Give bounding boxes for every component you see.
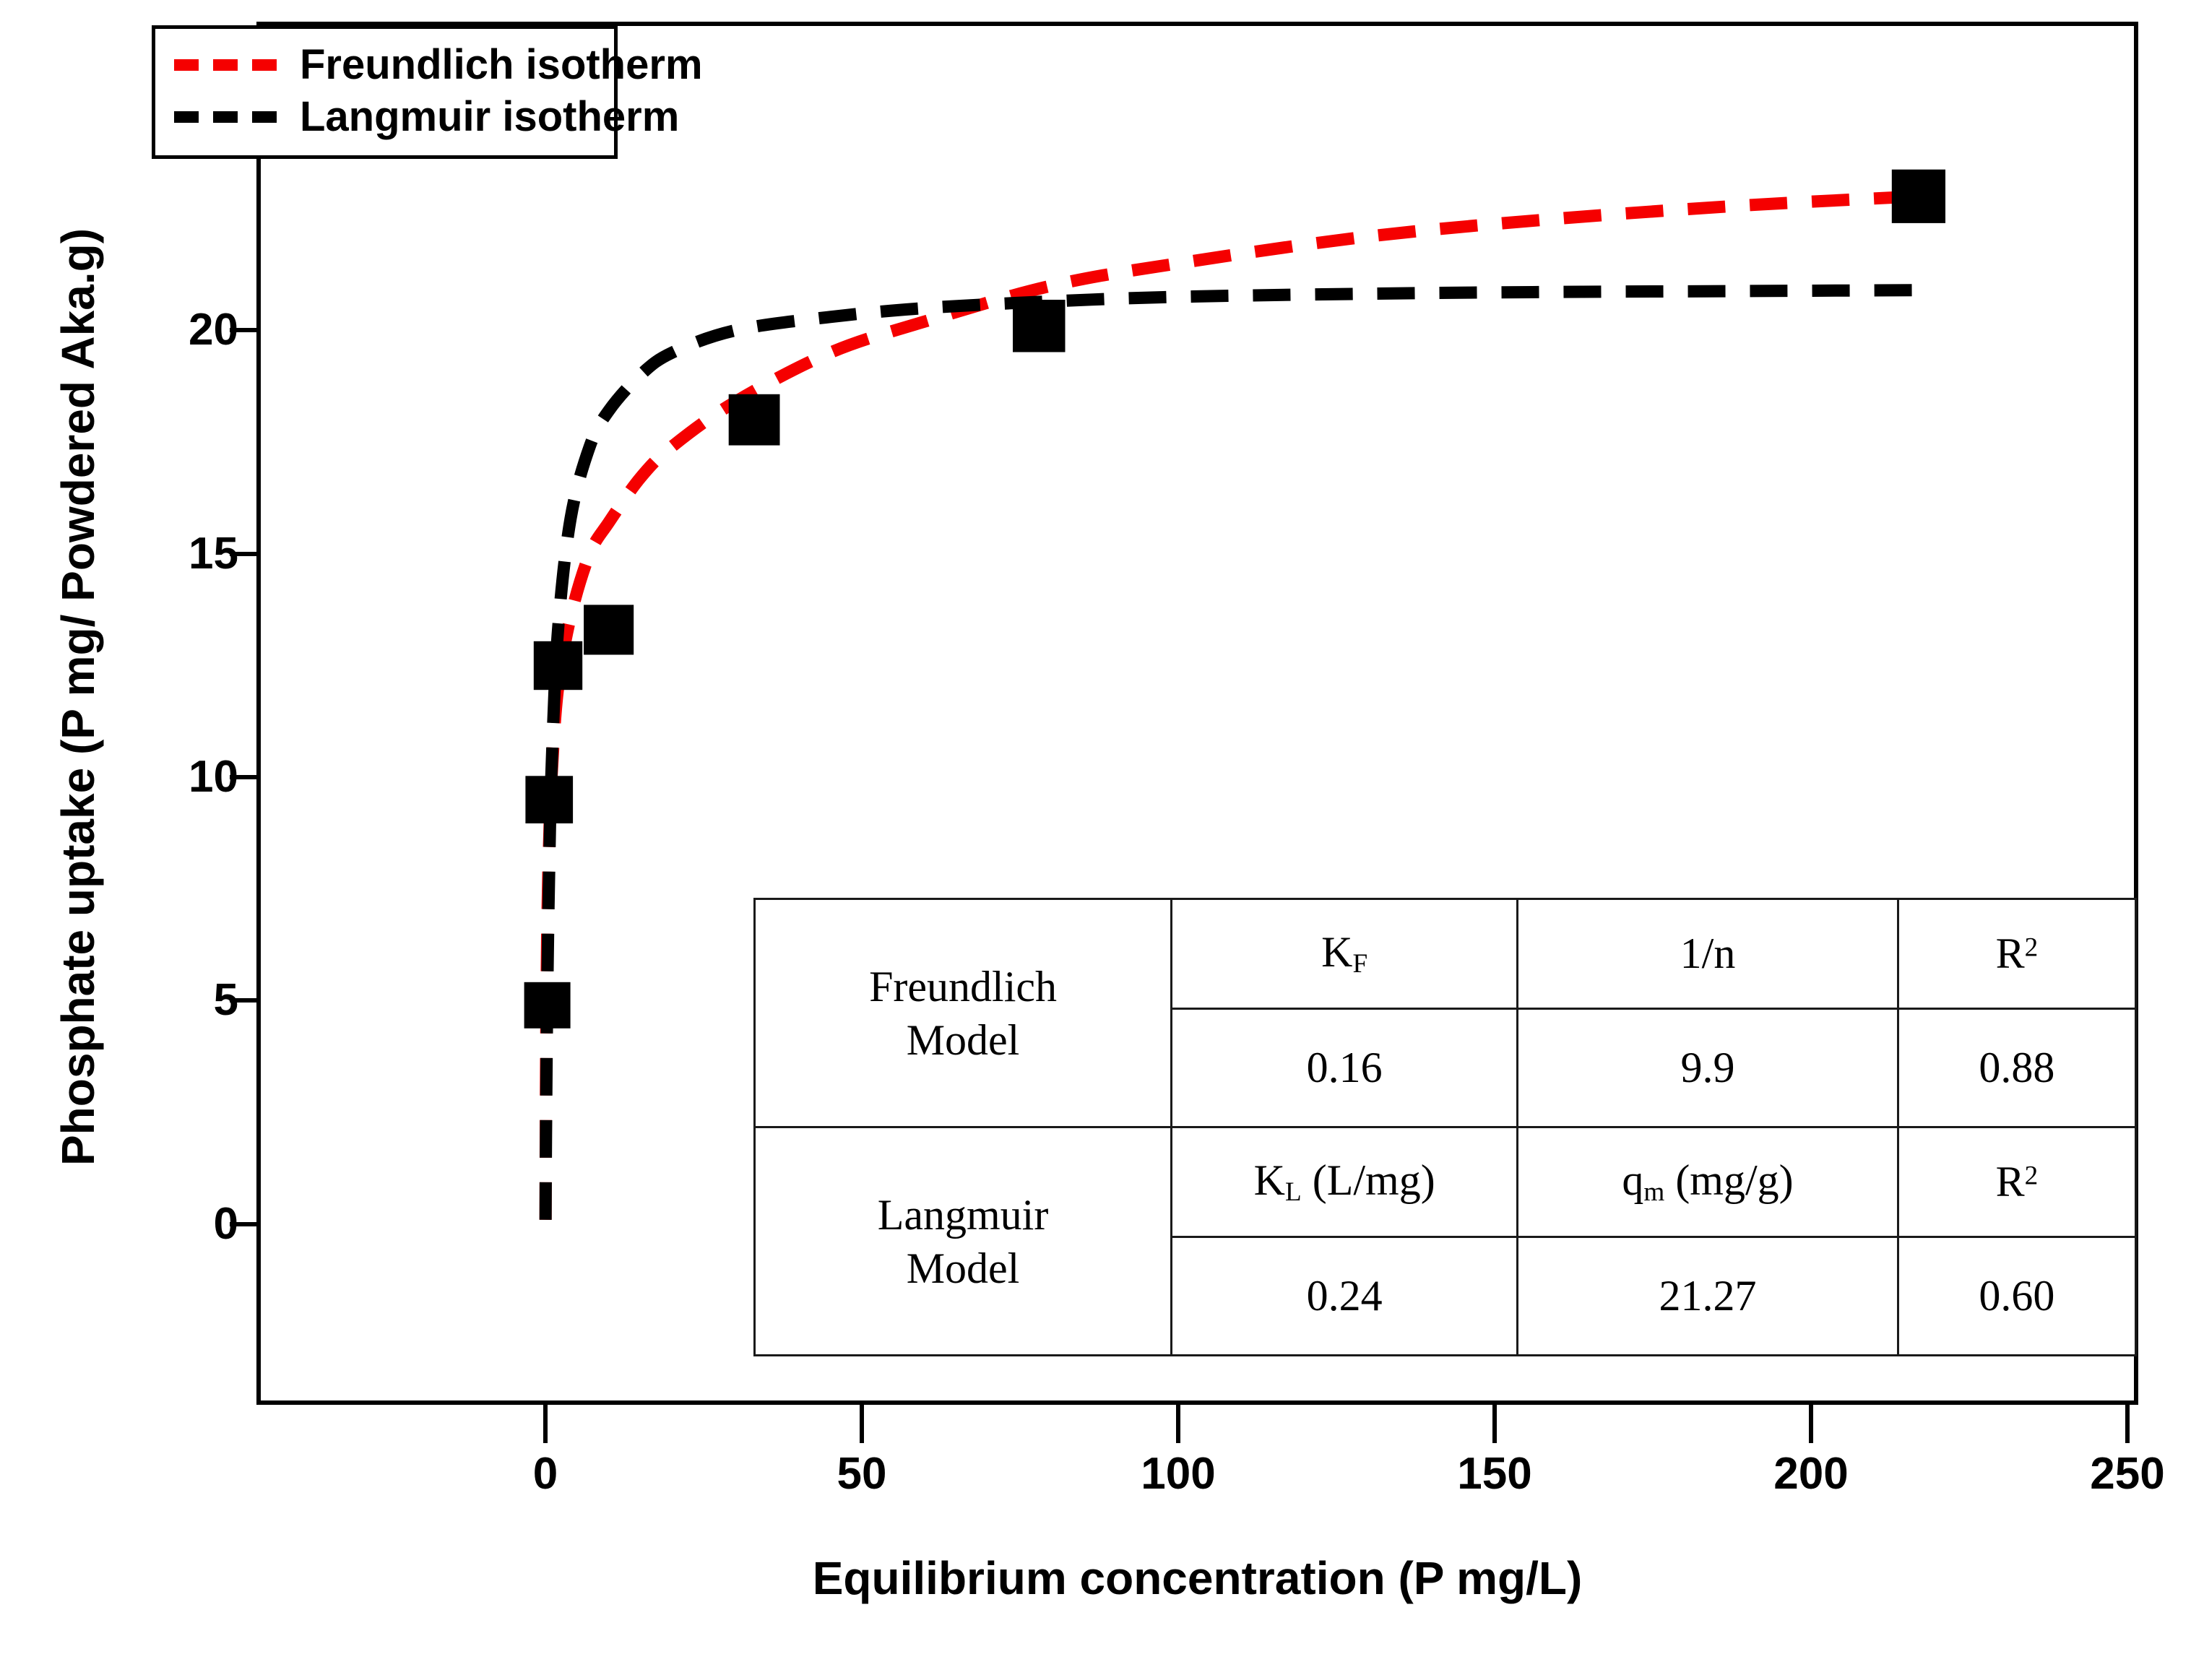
cell-value-oneovern: 9.9 xyxy=(1516,1008,1899,1128)
model-parameters-table: Freundlich Model KF 1/n R2 0.16 9.9 0.88… xyxy=(753,898,2138,1356)
superscript-2: 2 xyxy=(2024,1161,2039,1191)
legend-item-freundlich[interactable]: Freundlich isotherm xyxy=(155,39,703,91)
subscript-m: m xyxy=(1643,1177,1665,1208)
model-name-line2: Model xyxy=(906,1244,1020,1292)
cell-header-oneovern: 1/n xyxy=(1516,898,1899,1010)
y-axis-tick-labels: 0 5 10 15 20 25 xyxy=(94,0,238,1405)
cell-header-r2-freundlich: R2 xyxy=(1896,898,2138,1010)
x-tick-100: 100 xyxy=(1141,1449,1216,1499)
cell-value-kl: 0.24 xyxy=(1170,1236,1519,1356)
table-row: 0.16 9.9 0.88 xyxy=(755,1008,2138,1128)
cell-value-r2-freundlich: 0.88 xyxy=(1896,1008,2138,1128)
x-axis-title: Equilibrium concentration (P mg/L) xyxy=(812,1552,1583,1604)
legend-label-langmuir: Langmuir isotherm xyxy=(300,93,680,140)
superscript-2: 2 xyxy=(2024,932,2039,963)
legend-label-freundlich: Freundlich isotherm xyxy=(300,41,703,88)
cell-model-langmuir: Langmuir Model xyxy=(753,1126,1173,1356)
cell-header-qm: qm (mg/g) xyxy=(1516,1126,1899,1238)
y-tick-10: 10 xyxy=(189,752,238,802)
model-name-line2: Model xyxy=(906,1016,1020,1064)
subscript-l: L xyxy=(1285,1177,1302,1208)
table-row: Langmuir Model KL (L/mg) qm (mg/g) R2 xyxy=(753,1126,2138,1356)
table-row: 0.24 21.27 0.60 xyxy=(755,1236,2138,1356)
y-tick-0: 0 xyxy=(213,1199,238,1249)
y-tick-5: 5 xyxy=(213,975,238,1025)
x-tick-50: 50 xyxy=(837,1449,887,1499)
dashed-line-icon-red xyxy=(174,59,281,71)
dashed-line-icon-black xyxy=(174,111,281,123)
model-name-line1: Freundlich xyxy=(869,962,1058,1010)
cell-value-kf: 0.16 xyxy=(1170,1008,1519,1128)
x-tick-0: 0 xyxy=(532,1449,558,1499)
cell-header-kf: KF xyxy=(1170,898,1519,1010)
x-axis-tick-labels: 0 50 100 150 200 250 xyxy=(0,1452,2204,1510)
cell-value-qm: 21.27 xyxy=(1516,1236,1899,1356)
x-tick-200: 200 xyxy=(1773,1449,1849,1499)
cell-model-freundlich: Freundlich Model xyxy=(753,898,1173,1128)
cell-value-r2-langmuir: 0.60 xyxy=(1896,1236,2138,1356)
cell-header-r2-langmuir: R2 xyxy=(1896,1126,2138,1238)
legend-item-langmuir[interactable]: Langmuir isotherm xyxy=(155,91,679,143)
cell-header-kl: KL (L/mg) xyxy=(1170,1126,1519,1238)
x-axis-ticks xyxy=(543,1405,2130,1443)
model-name-line1: Langmuir xyxy=(877,1190,1049,1239)
x-tick-250: 250 xyxy=(2090,1449,2165,1499)
y-tick-15: 15 xyxy=(189,529,238,579)
chart-legend: Freundlich isotherm Langmuir isotherm xyxy=(152,25,703,159)
y-tick-20: 20 xyxy=(189,305,238,355)
table-row: Freundlich Model KF 1/n R2 xyxy=(753,898,2138,1128)
x-tick-150: 150 xyxy=(1457,1449,1532,1499)
subscript-f: F xyxy=(1352,949,1368,979)
y-axis-title-wrapper: Phosphate uptake (P mg/ Powdered Aka.g) xyxy=(0,0,104,1416)
